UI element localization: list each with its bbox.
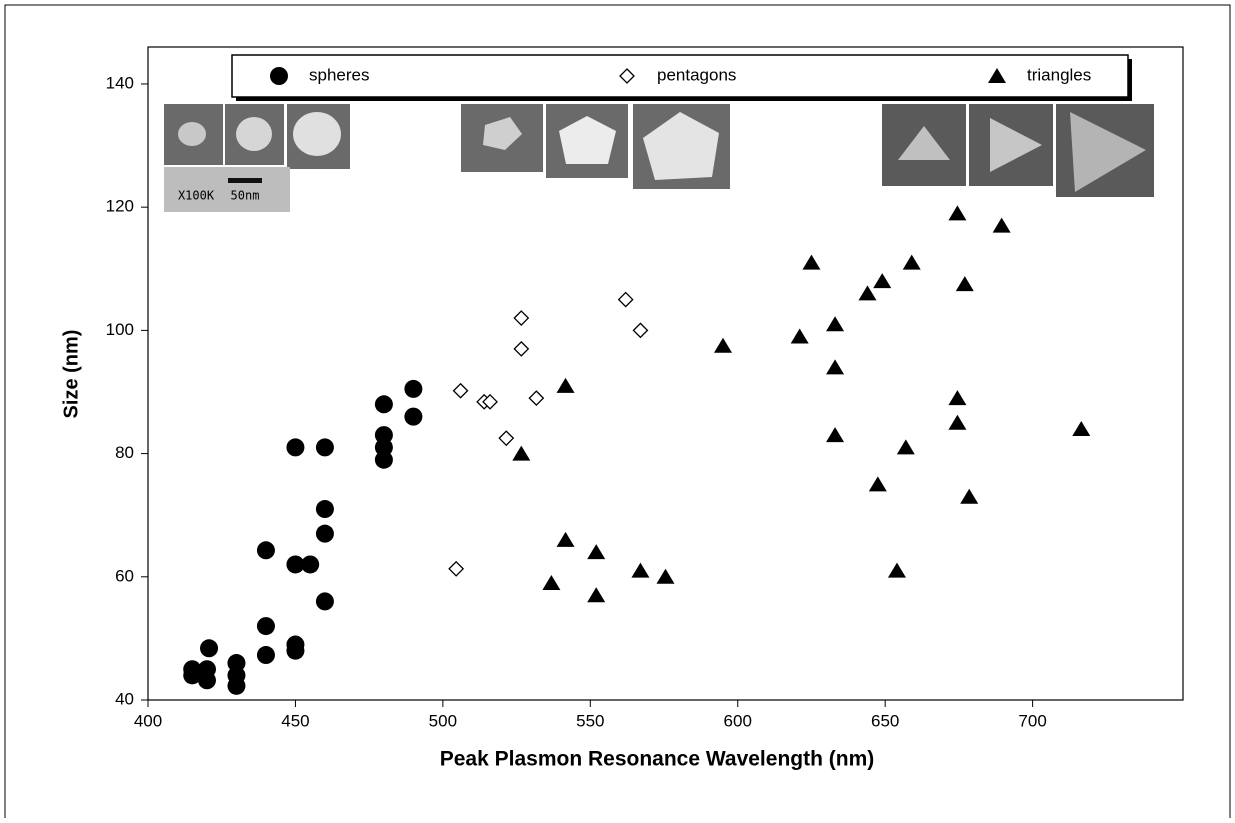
point xyxy=(448,560,465,577)
y-tick-label: 60 xyxy=(115,566,134,585)
point xyxy=(858,285,877,301)
point xyxy=(301,555,320,574)
point xyxy=(197,671,216,690)
point xyxy=(948,205,967,221)
point xyxy=(528,390,545,407)
particle xyxy=(483,117,522,150)
point xyxy=(587,587,606,603)
point xyxy=(227,654,246,673)
particle xyxy=(293,112,341,156)
point xyxy=(200,639,219,658)
point xyxy=(374,426,393,445)
point xyxy=(826,427,845,443)
x-axis-label: Peak Plasmon Resonance Wavelength (nm) xyxy=(440,748,875,771)
point xyxy=(315,524,334,543)
point xyxy=(960,488,979,504)
particle xyxy=(236,117,272,151)
point xyxy=(631,562,650,578)
legend-marker xyxy=(619,68,635,84)
point xyxy=(826,316,845,332)
point xyxy=(868,476,887,492)
point xyxy=(482,393,498,410)
micrographs xyxy=(164,104,1154,212)
point xyxy=(183,666,202,685)
point xyxy=(404,379,423,398)
scale-bar xyxy=(228,178,262,183)
point xyxy=(802,254,821,270)
point xyxy=(315,592,334,611)
point xyxy=(498,430,515,447)
legend-marker xyxy=(270,67,288,85)
particle xyxy=(1070,112,1146,192)
legend-box xyxy=(231,54,1129,98)
point xyxy=(556,531,575,547)
point xyxy=(587,544,606,560)
y-tick-label: 100 xyxy=(106,320,134,339)
particle xyxy=(898,126,950,160)
y-tick-label: 140 xyxy=(106,73,134,92)
y-tick-label: 40 xyxy=(115,689,134,708)
particle xyxy=(178,122,206,146)
point xyxy=(227,676,246,695)
point xyxy=(513,340,530,357)
point xyxy=(286,555,305,574)
point xyxy=(315,438,334,457)
particle xyxy=(990,118,1042,172)
x-tick-label: 400 xyxy=(134,711,162,730)
point xyxy=(826,359,845,375)
frame xyxy=(4,4,1231,823)
point xyxy=(992,217,1011,233)
point xyxy=(617,291,634,308)
point xyxy=(452,382,469,399)
x-tick-label: 500 xyxy=(429,711,457,730)
point xyxy=(790,328,809,344)
point xyxy=(513,310,530,326)
legend-label: pentagons xyxy=(657,65,736,84)
point xyxy=(256,646,275,665)
point xyxy=(948,414,967,430)
particle xyxy=(643,112,719,180)
point xyxy=(948,390,967,406)
annotation: 50nm xyxy=(231,189,260,203)
annotation: X100K xyxy=(178,189,215,203)
scale-tile xyxy=(164,167,290,212)
point xyxy=(286,641,305,660)
point xyxy=(887,562,906,578)
legend-marker xyxy=(988,68,1006,83)
legend-label: spheres xyxy=(309,65,369,84)
y-tick-label: 120 xyxy=(106,197,134,216)
point xyxy=(656,568,675,584)
x-tick-label: 700 xyxy=(1018,711,1046,730)
point xyxy=(902,254,921,270)
point xyxy=(955,276,974,292)
point xyxy=(714,337,732,353)
plot-area xyxy=(147,46,1184,701)
y-tick-label: 80 xyxy=(115,443,134,462)
point xyxy=(1072,420,1091,436)
x-tick-label: 600 xyxy=(724,711,752,730)
x-tick-label: 550 xyxy=(576,711,604,730)
point xyxy=(512,445,531,461)
legend-label: triangles xyxy=(1027,65,1091,84)
x-tick-label: 650 xyxy=(871,711,899,730)
point xyxy=(632,322,649,339)
point xyxy=(542,574,561,590)
y-axis-label: Size (nm) xyxy=(60,330,82,419)
point xyxy=(873,273,892,289)
x-tick-label: 450 xyxy=(281,711,309,730)
point xyxy=(374,438,393,457)
point xyxy=(374,450,393,469)
point xyxy=(315,500,334,519)
point xyxy=(896,439,915,455)
particle xyxy=(559,116,616,164)
point xyxy=(404,407,423,426)
point xyxy=(256,541,275,560)
point xyxy=(374,395,393,414)
point xyxy=(256,617,275,636)
point xyxy=(556,377,575,393)
point xyxy=(286,438,305,457)
